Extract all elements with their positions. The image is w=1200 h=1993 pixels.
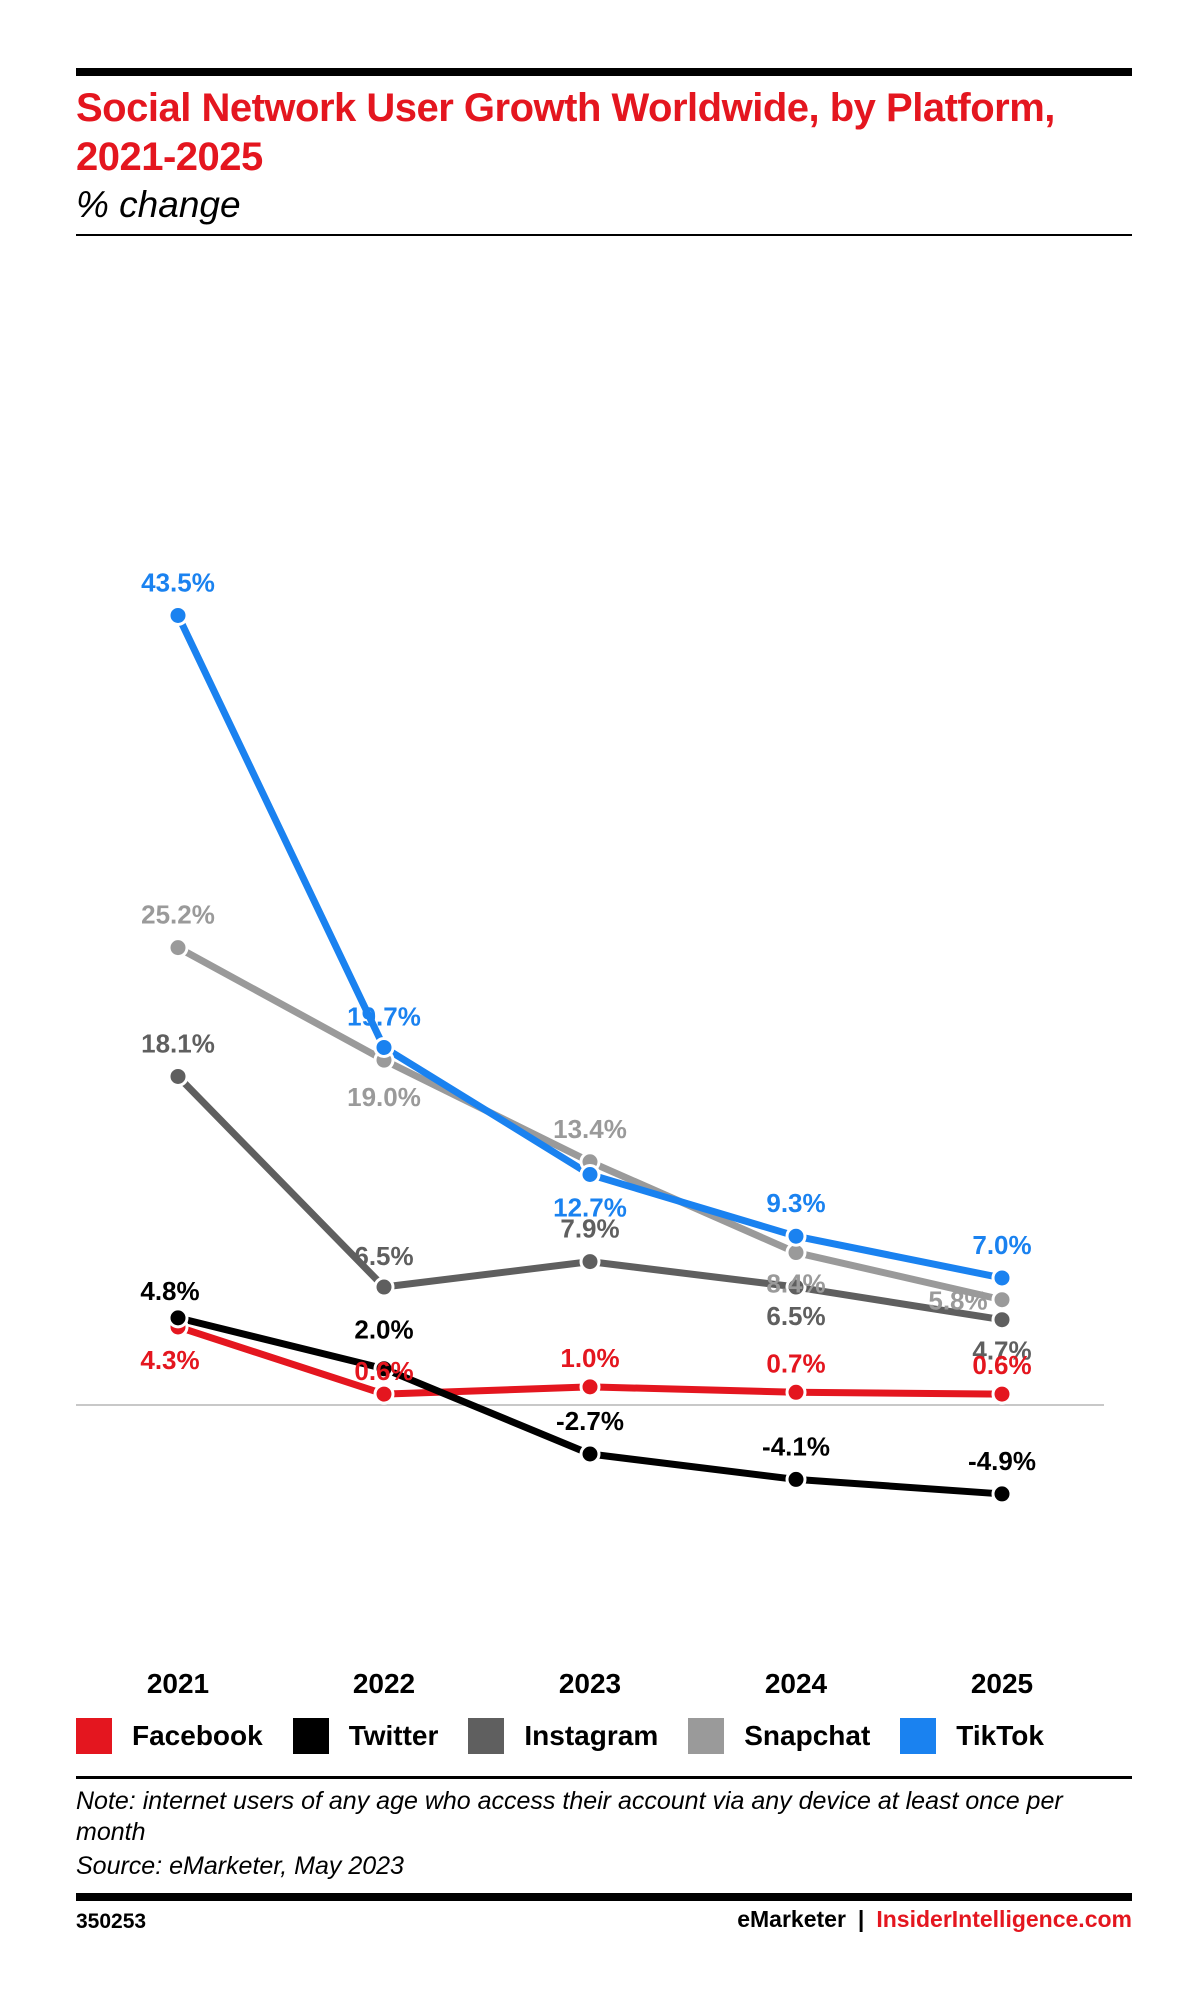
data-label-tiktok: 43.5% (141, 567, 215, 597)
data-label-twitter: 2.0% (354, 1315, 413, 1345)
legend-label-tiktok: TikTok (956, 1720, 1044, 1751)
data-label-facebook: 0.6% (354, 1356, 413, 1386)
data-point-tiktok (373, 1036, 395, 1058)
title-rule (76, 234, 1132, 236)
data-label-snapchat: 25.2% (141, 900, 215, 930)
data-label-facebook: 0.6% (972, 1350, 1031, 1380)
legend-label-snapchat: Snapchat (744, 1720, 871, 1751)
data-label-snapchat: 5.8% (928, 1286, 987, 1316)
chart-title: Social Network User Growth Worldwide, by… (76, 86, 1055, 179)
data-label-instagram: 6.5% (766, 1301, 825, 1331)
legend-item-instagram: Instagram (468, 1718, 658, 1754)
x-tick-label: 2021 (147, 1668, 209, 1699)
data-label-facebook: 4.3% (140, 1345, 199, 1375)
x-tick-label: 2024 (765, 1668, 828, 1699)
bottom-rule (76, 1893, 1132, 1901)
brand-separator: | (857, 1906, 865, 1932)
data-label-instagram: 7.9% (560, 1214, 619, 1244)
data-point-twitter (579, 1443, 601, 1465)
x-tick-label: 2022 (353, 1668, 415, 1699)
data-point-instagram (991, 1309, 1013, 1331)
data-label-twitter: -4.1% (762, 1431, 830, 1461)
data-label-twitter: 4.8% (140, 1276, 199, 1306)
data-label-snapchat: 8.4% (766, 1269, 825, 1299)
x-tick-label: 2025 (971, 1668, 1033, 1699)
brand-logo: eMarketer | InsiderIntelligence.com (737, 1906, 1132, 1933)
data-label-tiktok: 12.7% (553, 1192, 627, 1222)
data-point-instagram (373, 1276, 395, 1298)
data-point-twitter (373, 1358, 395, 1380)
data-label-tiktok: 7.0% (972, 1230, 1031, 1260)
legend-swatch-instagram (468, 1718, 505, 1754)
legend-swatch-tiktok (900, 1718, 937, 1754)
data-point-tiktok (579, 1163, 601, 1185)
data-point-tiktok (785, 1225, 807, 1247)
data-point-facebook (785, 1381, 807, 1403)
legend-label-facebook: Facebook (132, 1720, 263, 1751)
legend-swatch-snapchat (688, 1718, 725, 1754)
data-label-twitter: -4.9% (968, 1446, 1036, 1476)
chart-id: 350253 (76, 1910, 147, 1933)
legend-label-instagram: Instagram (524, 1720, 659, 1751)
data-label-twitter: -2.7% (556, 1406, 624, 1436)
legend-rule (76, 1776, 1132, 1779)
data-point-instagram (785, 1276, 807, 1298)
legend-item-twitter: Twitter (292, 1718, 439, 1754)
data-label-tiktok: 19.7% (347, 1001, 421, 1031)
x-tick-label: 2023 (559, 1668, 621, 1699)
data-point-facebook (579, 1376, 601, 1398)
data-point-instagram (167, 1065, 189, 1087)
data-point-twitter (167, 1307, 189, 1329)
data-point-facebook (991, 1383, 1013, 1405)
data-point-twitter (785, 1468, 807, 1490)
legend-item-tiktok: TikTok (900, 1718, 1044, 1754)
data-point-tiktok (991, 1267, 1013, 1289)
data-label-facebook: 1.0% (560, 1343, 619, 1373)
data-label-facebook: 0.7% (766, 1348, 825, 1378)
data-label-tiktok: 9.3% (766, 1188, 825, 1218)
data-label-instagram: 6.5% (354, 1241, 413, 1271)
legend-item-snapchat: Snapchat (688, 1718, 870, 1754)
data-point-snapchat (991, 1289, 1013, 1311)
data-point-facebook (373, 1383, 395, 1405)
data-label-instagram: 4.7% (972, 1336, 1031, 1366)
chart-subtitle: % change (76, 184, 241, 225)
brand-insider-intelligence: InsiderIntelligence.com (876, 1906, 1132, 1932)
legend-label-twitter: Twitter (348, 1720, 439, 1751)
data-point-twitter (991, 1483, 1013, 1505)
data-label-snapchat: 13.4% (553, 1114, 627, 1144)
top-rule (76, 68, 1132, 76)
line-chart: 2021 2022 2023 2024 2025 25.2% 19.0% 13.4% 8.4% 5… (76, 567, 1104, 1699)
legend-swatch-twitter (292, 1718, 329, 1754)
data-label-snapchat: 19.0% (347, 1082, 421, 1112)
data-point-tiktok (167, 604, 189, 626)
data-point-snapchat (167, 937, 189, 959)
brand-emarketer: eMarketer (737, 1906, 846, 1932)
data-point-instagram (579, 1251, 601, 1273)
data-label-instagram: 18.1% (141, 1028, 215, 1058)
footnote: Note: internet users of any age who acce… (76, 1787, 1063, 1846)
legend-item-facebook: Facebook (76, 1718, 263, 1754)
legend: Facebook Twitter Instagram Snapchat TikT… (76, 1716, 1132, 1756)
legend-swatch-facebook (76, 1718, 112, 1754)
source-note: Source: eMarketer, May 2023 (76, 1852, 404, 1880)
